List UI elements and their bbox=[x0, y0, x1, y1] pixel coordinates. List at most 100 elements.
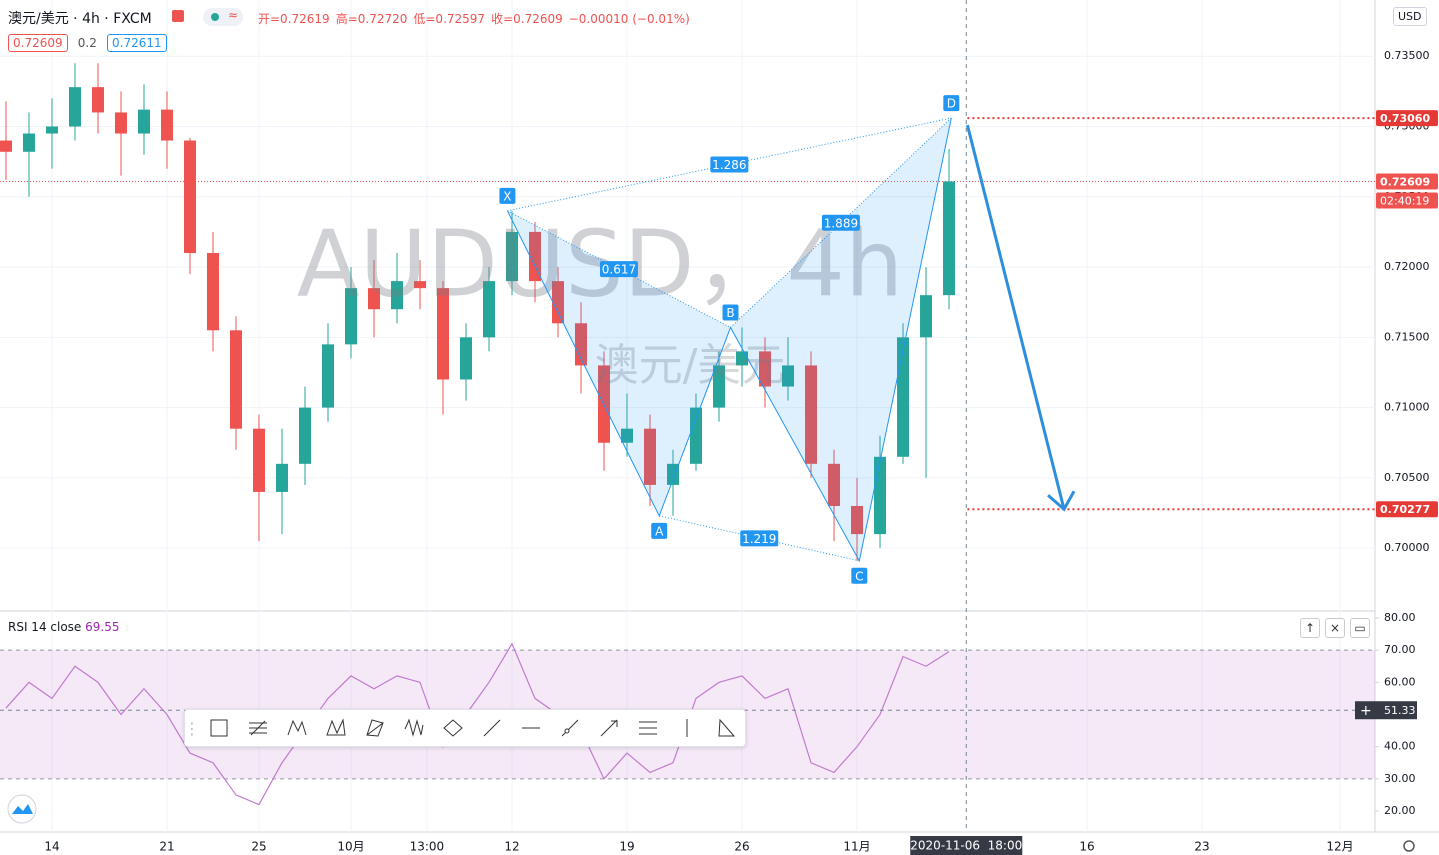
under-layer: 0.735000.730000.725000.720000.715000.710… bbox=[0, 0, 1430, 832]
drawing-toolbar: ⋮ bbox=[184, 709, 746, 747]
y-tick-label: 0.70500 bbox=[1384, 471, 1430, 484]
tool-vertical-line[interactable] bbox=[667, 710, 706, 746]
x-tick-label: 26 bbox=[734, 840, 749, 854]
point-label-bg bbox=[943, 95, 960, 112]
candle-body bbox=[644, 428, 657, 485]
tool-cypher[interactable] bbox=[316, 710, 355, 746]
y-tick-label: 0.73500 bbox=[1384, 49, 1430, 62]
candle-body bbox=[759, 351, 772, 387]
x-tick-label: 12 bbox=[504, 840, 519, 854]
candle-body bbox=[943, 181, 956, 296]
y-tick-label: 0.70000 bbox=[1384, 541, 1430, 554]
ohlc-item: 收=0.72609 bbox=[491, 12, 563, 26]
x-tick-label: 11月 bbox=[843, 840, 870, 854]
watermark-subtitle: 澳元/美元 bbox=[595, 340, 786, 391]
crosshair-value-bg bbox=[1355, 701, 1417, 720]
candle-body bbox=[321, 344, 334, 408]
candle-body bbox=[736, 351, 749, 366]
tool-trend-line[interactable] bbox=[472, 710, 511, 746]
point-label: D bbox=[947, 97, 956, 111]
y-tick-label: 30.00 bbox=[1384, 772, 1416, 785]
level-label: 0.70277 bbox=[1380, 503, 1430, 516]
point-label: X bbox=[503, 189, 511, 203]
buy-price[interactable]: 0.72611 bbox=[107, 34, 167, 52]
candle-body bbox=[483, 281, 496, 338]
logo[interactable] bbox=[7, 794, 37, 824]
candle-body bbox=[68, 87, 81, 127]
candle-body bbox=[0, 140, 12, 152]
candle-body bbox=[460, 337, 473, 380]
countdown-bg bbox=[1376, 192, 1438, 209]
y-tick-label: 40.00 bbox=[1384, 740, 1416, 753]
ratio-label: 0.617 bbox=[602, 263, 636, 277]
tool-parallel-channel[interactable] bbox=[628, 710, 667, 746]
ratio-label-bg bbox=[599, 261, 638, 278]
tool-fib[interactable] bbox=[238, 710, 277, 746]
tool-abcd[interactable] bbox=[355, 710, 394, 746]
x-tick-label: 23 bbox=[1194, 840, 1209, 854]
candle-body bbox=[552, 281, 565, 324]
candle-body bbox=[782, 365, 795, 387]
tool-ray[interactable] bbox=[550, 710, 589, 746]
spread: 0.2 bbox=[77, 36, 97, 50]
quote-row: 0.72609 0.2 0.72611 bbox=[8, 34, 167, 52]
y-tick-label: 0.71500 bbox=[1384, 330, 1430, 343]
candle-body bbox=[436, 288, 449, 380]
currency[interactable]: USD bbox=[1393, 7, 1427, 26]
tool-xabcd[interactable] bbox=[277, 710, 316, 746]
point-label: C bbox=[855, 569, 863, 583]
status-pill: ≈ bbox=[203, 8, 243, 26]
point-label: B bbox=[726, 306, 734, 320]
candle-body bbox=[805, 365, 818, 464]
symbol-title: 澳元/美元 · 4h · FXCM bbox=[8, 11, 152, 27]
tool-arrow[interactable] bbox=[589, 710, 628, 746]
candle-body bbox=[413, 281, 426, 289]
candle-body bbox=[114, 112, 127, 134]
tool-triangle-pattern[interactable] bbox=[394, 710, 433, 746]
ohlc-item: 开=0.72619 bbox=[258, 12, 330, 26]
pattern-ratio-line bbox=[507, 117, 952, 212]
toolbar-handle[interactable]: ⋮ bbox=[184, 718, 200, 738]
candle-body bbox=[575, 323, 588, 366]
candle-body bbox=[506, 231, 519, 282]
candle-body bbox=[344, 288, 357, 345]
tool-rectangle[interactable] bbox=[199, 710, 238, 746]
arrow-line bbox=[965, 124, 1066, 510]
point-label: A bbox=[655, 524, 664, 538]
candle-body bbox=[275, 463, 288, 492]
ratio-label-bg bbox=[821, 214, 860, 231]
ratio-label-bg bbox=[740, 530, 779, 547]
tool-horizontal-line[interactable] bbox=[511, 710, 550, 746]
y-tick-label: 80.00 bbox=[1384, 611, 1416, 624]
candle-body bbox=[713, 365, 726, 408]
point-label-bg bbox=[851, 567, 868, 584]
candle-body bbox=[367, 288, 380, 310]
candle-body bbox=[621, 428, 634, 443]
tool-ellipse[interactable] bbox=[433, 710, 472, 746]
candle-body bbox=[828, 463, 841, 506]
ratio-label: 1.889 bbox=[824, 216, 858, 230]
candle-body bbox=[229, 330, 242, 429]
countdown: 02:40:19 bbox=[1380, 194, 1429, 207]
tool-triangle[interactable] bbox=[706, 710, 745, 746]
settings-icon[interactable] bbox=[1403, 840, 1415, 852]
close-button[interactable]: × bbox=[1325, 618, 1345, 638]
y-tick-label: 70.00 bbox=[1384, 643, 1416, 656]
crosshair-time-bg bbox=[910, 836, 1023, 855]
point-label-bg bbox=[651, 522, 668, 539]
arrow-head bbox=[1047, 490, 1076, 512]
y-tick-label: 20.00 bbox=[1384, 804, 1416, 817]
maximize-button[interactable]: ▭ bbox=[1350, 618, 1370, 638]
candle-body bbox=[91, 87, 104, 113]
candle-body bbox=[206, 252, 219, 331]
candle-body bbox=[690, 407, 703, 464]
sell-price[interactable]: 0.72609 bbox=[8, 34, 68, 52]
move-up-button[interactable]: ↑ bbox=[1300, 618, 1320, 638]
ratio-label: 1.286 bbox=[712, 158, 746, 172]
candle-body bbox=[183, 140, 196, 253]
ohlc-item: −0.00010 (−0.01%) bbox=[568, 12, 690, 26]
flag-icon[interactable] bbox=[172, 10, 184, 22]
rsi-title: RSI 14 close bbox=[8, 620, 82, 634]
